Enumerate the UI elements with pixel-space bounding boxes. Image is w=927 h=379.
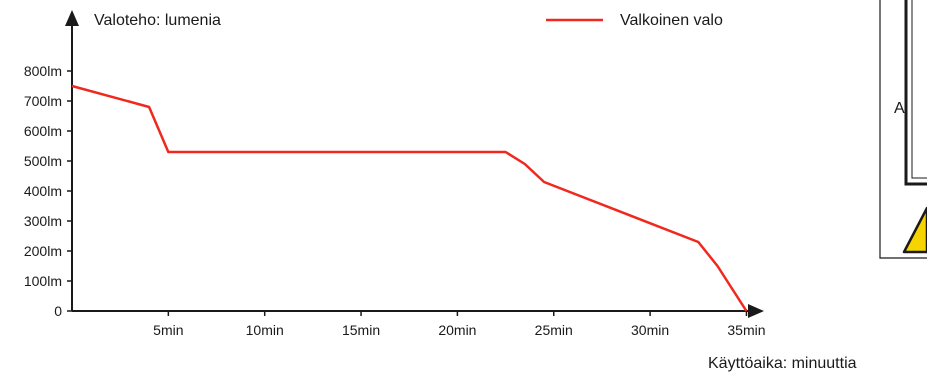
x-tick-label: 15min [342,322,380,338]
side-panel-box [904,0,927,186]
side-panel-box-inner [911,0,927,179]
y-axis-arrow [65,10,79,26]
y-axis-title: Valoteho: lumenia [94,12,221,29]
series-layer [71,84,748,312]
y-tick-label: 700lm [24,93,62,109]
x-tick-label: 5min [153,322,183,338]
x-tick-labels: 5min 10min 15min 20min 25min 30min 35min [153,311,766,338]
series-line [71,84,748,312]
legend-label: Valkoinen valo [620,12,723,29]
side-panel-letter: A [894,100,905,117]
x-tick-label: 20min [438,322,476,338]
y-tick-label: 200lm [24,243,62,259]
y-tick-label: 0 [54,303,62,319]
y-tick-labels: 0 100lm 200lm 300lm 400lm 500lm 600lm 700lm 800l… [24,63,72,319]
x-axis-title: Käyttöaika: minuuttia [708,355,857,372]
y-tick-label: 400lm [24,183,62,199]
x-tick-label: 25min [535,322,573,338]
legend: Valkoinen valo [546,12,723,29]
side-panel: A [879,0,927,259]
y-tick-label: 600lm [24,123,62,139]
y-tick-label: 500lm [24,153,62,169]
y-axis [65,10,79,311]
side-panel-outer-frame [879,0,927,259]
warning-icon [902,206,927,254]
x-tick-label: 10min [246,322,284,338]
y-tick-label: 100lm [24,273,62,289]
y-tick-label: 800lm [24,63,62,79]
x-axis [72,304,764,318]
x-tick-label: 30min [631,322,669,338]
x-axis-arrow [748,304,764,318]
y-tick-label: 300lm [24,213,62,229]
x-tick-label: 35min [727,322,765,338]
